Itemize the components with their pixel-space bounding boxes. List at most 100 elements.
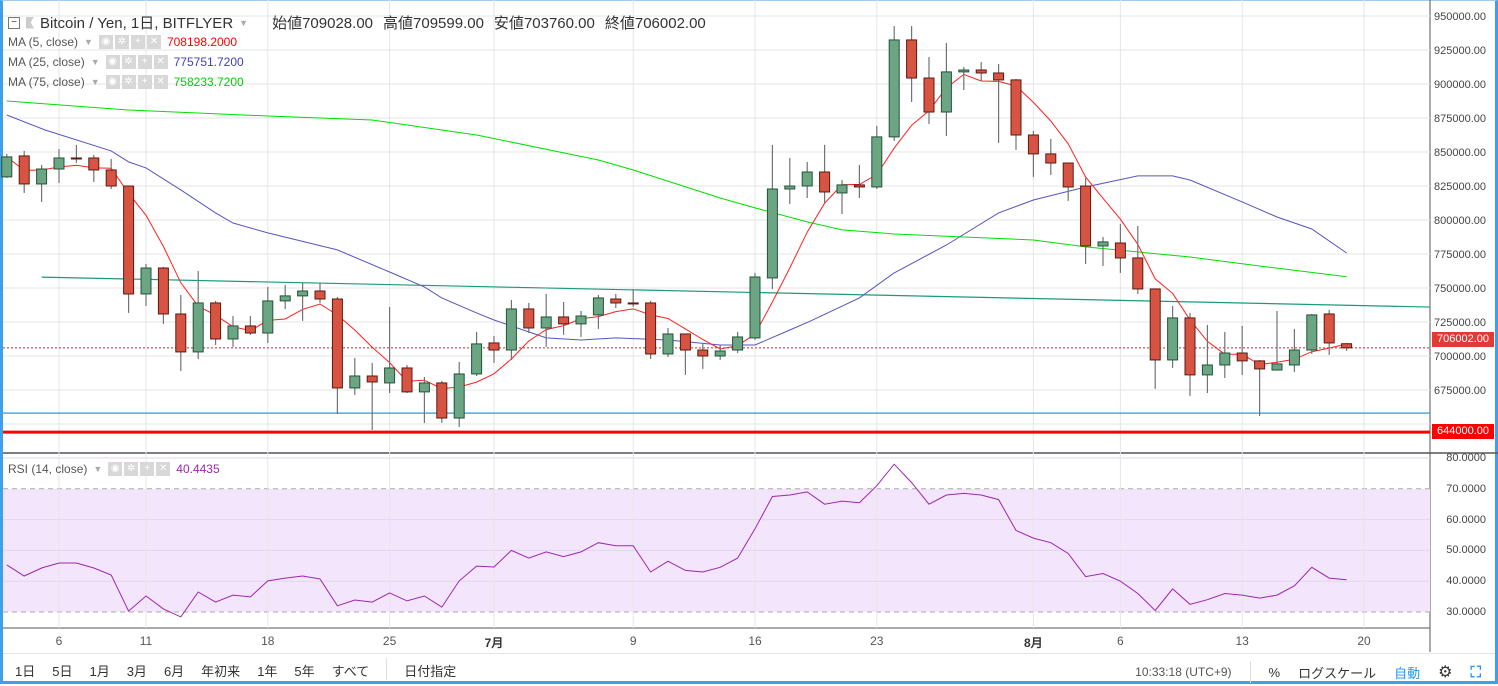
range-button[interactable]: 1月 [89, 664, 110, 679]
chevron-down-icon[interactable]: ▼ [90, 77, 100, 87]
candle-body-down [488, 342, 500, 351]
symbol-title[interactable]: Bitcoin / Yen, 1日, BITFLYER [40, 15, 234, 32]
open-value: 始値709028.00 [272, 15, 373, 32]
ma25-line [6, 114, 1347, 346]
candle [401, 364, 413, 393]
rsi-tick-label: 40.0000 [1446, 575, 1486, 588]
candle-body-down [627, 302, 639, 305]
gear-icon[interactable]: ✲ [121, 55, 136, 69]
candle-body-up [662, 333, 674, 355]
candle [749, 272, 761, 340]
candle-body-down [105, 169, 117, 187]
candle-body-up [1097, 241, 1109, 247]
candle [88, 154, 100, 182]
range-button[interactable]: 1年 [257, 664, 278, 679]
candle-body-down [1062, 162, 1074, 188]
candle-body-down [523, 308, 535, 329]
gear-icon[interactable]: ✲ [124, 462, 139, 476]
candle [262, 286, 274, 343]
indicator-value: 775751.7200 [173, 55, 244, 69]
percent-button[interactable]: % [1268, 664, 1281, 680]
price-tick-label: 950000.00 [1434, 11, 1486, 23]
close-icon[interactable]: ✕ [156, 462, 171, 476]
candle-body-up [958, 69, 970, 73]
indicator-name[interactable]: MA (5, close) [8, 35, 79, 49]
range-button[interactable]: すべて [331, 664, 370, 679]
indicator-legend-rsi[interactable]: RSI (14, close) ▼ ◉ ✲ + ✕ 40.4435 [8, 462, 220, 476]
gear-icon[interactable]: ✲ [114, 35, 129, 49]
range-button[interactable]: 3月 [126, 664, 147, 679]
close-icon[interactable]: ✕ [153, 75, 168, 89]
indicator-legend-ma25[interactable]: MA (25, close) ▼ ◉ ✲ + ✕ 775751.7200 [8, 55, 244, 69]
candle-body-down [1236, 352, 1248, 362]
level-price-badge: 644000.00 [1432, 424, 1494, 439]
plus-icon[interactable]: + [130, 35, 145, 49]
plus-icon[interactable]: + [140, 462, 155, 476]
collapse-icon[interactable]: − [8, 16, 20, 29]
time-tick-label: 8月 [1024, 636, 1043, 650]
auto-scale-button[interactable]: 自動 [1394, 665, 1421, 681]
candle [70, 144, 82, 164]
gear-icon[interactable]: ✲ [121, 75, 136, 89]
candle [1080, 177, 1092, 264]
candle-body-up [53, 157, 65, 170]
chevron-down-icon[interactable]: ▼ [90, 57, 100, 67]
time-tick-label: 25 [382, 634, 397, 648]
candle-body-down [436, 382, 448, 419]
candle-body-down [1045, 153, 1057, 164]
candle-body-down [88, 157, 100, 171]
candle-body-up [1201, 364, 1213, 376]
gear-icon[interactable]: ⚙ [1438, 664, 1453, 681]
candle [575, 310, 587, 337]
candle-body-down [314, 290, 326, 300]
low-label: 安値 [493, 15, 524, 32]
log-scale-button[interactable]: ログスケール [1298, 665, 1377, 681]
range-button[interactable]: 1日 [15, 664, 36, 679]
range-button[interactable]: 6月 [163, 664, 185, 679]
candle [18, 150, 30, 193]
candle [1167, 305, 1179, 368]
indicator-legend-ma5[interactable]: MA (5, close) ▼ ◉ ✲ + ✕ 708198.2000 [8, 35, 237, 49]
close-icon[interactable]: ✕ [153, 55, 168, 69]
candle-body-down [366, 375, 378, 383]
indicator-name[interactable]: RSI (14, close) [8, 462, 88, 476]
chevron-down-icon[interactable]: ▼ [93, 464, 103, 474]
candle [540, 293, 552, 347]
plus-icon[interactable]: + [137, 75, 152, 89]
candle-body-down [645, 302, 657, 355]
high-value: 高値709599.00 [383, 15, 484, 32]
range-button[interactable]: 5日 [52, 664, 73, 679]
chevron-down-icon[interactable]: ▼ [239, 17, 249, 28]
candle [645, 300, 657, 359]
eye-icon[interactable]: ◉ [108, 462, 123, 476]
time-tick-label: 16 [748, 634, 762, 648]
candle [227, 316, 239, 347]
candle [610, 293, 622, 308]
candle-body-down [819, 171, 831, 193]
bottom-toolbar: 1日 5日 1月 3月 6月 年初来 1年 5年 すべて 日付指定 10:33:18 (UTC+9… [3, 653, 1495, 684]
candle [819, 144, 831, 203]
plus-icon[interactable]: + [137, 55, 152, 69]
indicator-name[interactable]: MA (25, close) [8, 55, 85, 69]
candle-body-up [1167, 317, 1179, 361]
date-range-button[interactable]: 日付指定 [404, 664, 457, 679]
divider [1249, 661, 1251, 683]
range-button[interactable]: 年初来 [201, 664, 241, 679]
price-tick-label: 800000.00 [1434, 215, 1486, 227]
indicator-name[interactable]: MA (75, close) [8, 75, 85, 89]
range-button[interactable]: 5年 [294, 664, 315, 679]
candle-body-up [749, 276, 761, 339]
candle-body-up [384, 367, 396, 384]
fullscreen-icon[interactable]: ⛶ [1470, 663, 1481, 681]
indicator-legend-ma75[interactable]: MA (75, close) ▼ ◉ ✲ + ✕ 758233.7200 [8, 75, 244, 89]
chevron-down-icon[interactable]: ▼ [84, 37, 93, 47]
eye-icon[interactable]: ◉ [98, 35, 113, 49]
candle-body-up [836, 184, 848, 194]
eye-icon[interactable]: ◉ [105, 55, 120, 69]
candle [871, 125, 883, 189]
candle [923, 56, 935, 124]
candle-body-up [1306, 314, 1318, 351]
eye-icon[interactable]: ◉ [105, 75, 120, 89]
close-icon[interactable]: ✕ [146, 35, 161, 49]
